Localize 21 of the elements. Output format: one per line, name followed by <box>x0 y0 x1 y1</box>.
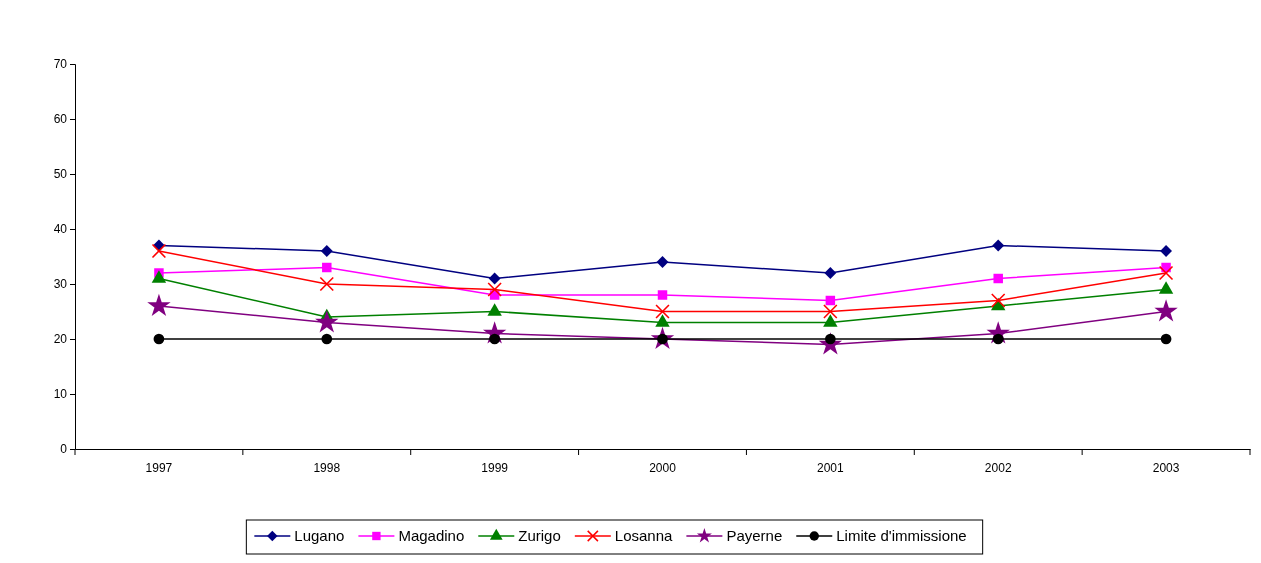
x-tick-label: 2000 <box>649 460 677 475</box>
x-tick-label: 2001 <box>817 460 845 475</box>
y-tick-label: 40 <box>53 222 68 237</box>
x-tick-label: 2002 <box>984 460 1012 475</box>
legend-label: Payerne <box>726 527 783 545</box>
y-tick-label: 0 <box>60 442 68 457</box>
y-tick-label: 70 <box>53 57 68 72</box>
y-tick-label: 60 <box>53 112 68 127</box>
x-tick-label: 2003 <box>1152 460 1180 475</box>
legend-label: Zurigo <box>518 527 561 545</box>
x-tick-label: 1997 <box>145 460 173 475</box>
legend-label: Limite d'immissione <box>836 527 967 545</box>
y-tick-label: 30 <box>53 277 68 292</box>
y-tick-label: 10 <box>53 387 68 402</box>
legend-label: Lugano <box>294 527 345 545</box>
y-tick-label: 20 <box>53 332 68 347</box>
x-tick-label: 1999 <box>481 460 509 475</box>
legend-label: Losanna <box>614 527 674 545</box>
y-tick-label: 50 <box>53 167 68 182</box>
x-tick-label: 1998 <box>313 460 341 475</box>
legend-label: Magadino <box>398 527 465 545</box>
